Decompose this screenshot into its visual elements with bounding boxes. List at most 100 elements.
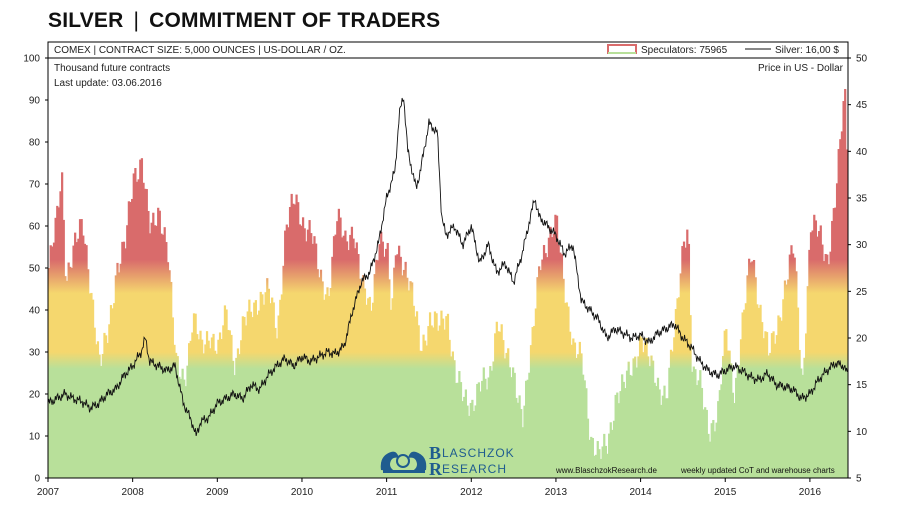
speculators-bar [632, 358, 635, 478]
speculators-bar [808, 249, 811, 478]
right-tick-label: 35 [856, 194, 868, 205]
speculators-bar [132, 173, 135, 478]
speculators-bar [832, 208, 835, 478]
speculators-bar [428, 312, 432, 478]
speculators-bar [581, 374, 585, 478]
speculators-bar [539, 270, 542, 478]
speculators-bar [391, 298, 394, 478]
speculators-bar [708, 441, 712, 478]
speculators-bar [445, 316, 448, 478]
speculators-bar [606, 453, 609, 478]
speculators-bar [62, 219, 65, 478]
speculators-bar [619, 391, 622, 478]
speculators-bar [827, 264, 831, 478]
speculators-bar [806, 286, 809, 478]
speculators-bar [549, 226, 552, 478]
speculators-bar [653, 382, 656, 478]
left-tick-label: 0 [34, 474, 40, 485]
speculators-bar [769, 352, 772, 478]
logo-letter-r: R [429, 459, 443, 479]
speculators-bar [106, 342, 109, 478]
speculators-bar [795, 271, 798, 478]
speculators-bar [489, 366, 492, 478]
speculators-bar [332, 236, 336, 478]
speculators-bar [139, 159, 142, 478]
speculators-bar [842, 101, 845, 478]
speculators-bar [82, 235, 85, 478]
speculators-bar [131, 198, 134, 478]
right-axis-ticks: 5 10 15 20 25 30 35 40 45 50 [848, 54, 868, 485]
speculators-bar [503, 358, 507, 478]
speculators-bar [287, 227, 290, 478]
speculators-bar [603, 433, 606, 478]
speculators-bar [217, 339, 220, 478]
speculators-bar [357, 254, 360, 478]
left-tick-label: 20 [29, 390, 41, 401]
speculators-bar [684, 247, 687, 478]
title-right: COMMITMENT OF TRADERS [149, 9, 441, 32]
speculators-bar [90, 292, 93, 478]
title-left: SILVER [48, 9, 124, 32]
speculators-bar [352, 238, 355, 478]
logo-emblem-icon [380, 451, 427, 473]
speculators-bar [510, 377, 513, 478]
speculators-bar [824, 253, 827, 478]
speculators-bar [301, 217, 305, 478]
speculators-bar [422, 334, 425, 478]
speculators-bar [323, 299, 326, 478]
speculators-bar [275, 338, 279, 478]
speculators-bar [49, 245, 52, 478]
speculators-bar [170, 281, 173, 478]
speculators-bar [837, 149, 840, 478]
speculators-bar [666, 398, 669, 478]
speculators-bar [492, 361, 495, 478]
speculators-bar [178, 376, 181, 478]
speculators-bar [681, 246, 684, 478]
footer-note: weekly updated CoT and warehouse charts [680, 466, 835, 475]
speculators-bar [516, 402, 520, 478]
speculators-bar [738, 365, 741, 478]
speculators-bar [197, 339, 201, 478]
speculators-bar [735, 377, 738, 478]
speculators-bar [420, 351, 424, 478]
speculators-bar [554, 214, 557, 478]
speculators-bar [458, 371, 461, 478]
speculators-bar [627, 361, 630, 478]
speculators-bar [104, 335, 108, 478]
speculators-bar [596, 441, 599, 478]
speculators-bar [329, 288, 332, 478]
speculators-bar [748, 258, 751, 478]
speculators-bar [78, 219, 82, 478]
speculators-bar [725, 329, 728, 478]
speculators-bar [487, 377, 490, 478]
speculators-bar [762, 338, 765, 478]
speculators-bar [184, 386, 187, 478]
speculators-bar [645, 337, 648, 478]
speculators-bar [161, 234, 165, 478]
speculators-bar [300, 225, 303, 478]
speculators-bar [529, 345, 533, 478]
right-tick-label: 45 [856, 100, 868, 111]
silver-legend-label: Silver: 16,00 $ [775, 45, 839, 56]
speculators-bar [704, 407, 707, 478]
speculators-bar [570, 344, 573, 478]
speculators-bar [269, 303, 272, 478]
speculators-bar [536, 277, 539, 478]
speculators-bar [363, 288, 367, 478]
right-tick-label: 40 [856, 147, 868, 158]
speculators-bar [674, 309, 678, 478]
speculators-bar [479, 391, 482, 478]
speculators-bar [253, 302, 256, 478]
speculators-bar [523, 405, 526, 478]
speculators-bar [427, 326, 430, 478]
left-tick-label: 80 [29, 138, 41, 149]
speculators-bar [227, 329, 230, 478]
speculators-bar [440, 310, 443, 478]
speculators-bar [152, 212, 155, 478]
speculators-bar [525, 380, 528, 478]
speculators-bar [54, 217, 57, 478]
speculators-bar [231, 360, 235, 478]
speculators-bar [56, 205, 59, 478]
speculators-bar [816, 236, 819, 478]
logo-line1: LASCHZOK [442, 446, 515, 460]
